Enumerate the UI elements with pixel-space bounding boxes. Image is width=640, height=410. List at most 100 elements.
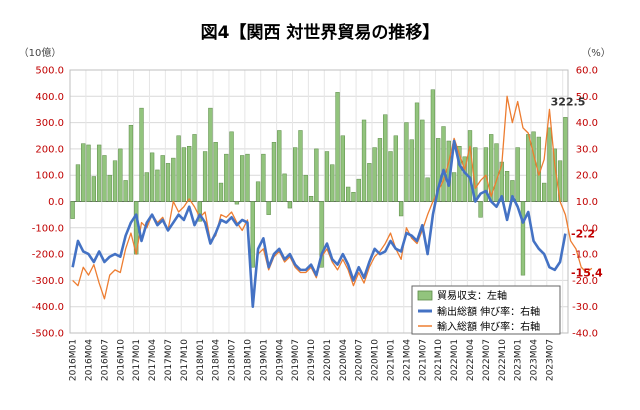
bar <box>383 114 388 202</box>
bar <box>526 134 531 202</box>
bar <box>149 152 155 202</box>
bar <box>457 146 462 202</box>
data-label-import-growth: -15.4 <box>571 266 603 279</box>
bar <box>144 172 149 202</box>
x-tick-label: 2019M10 <box>307 339 317 381</box>
bar <box>324 151 330 202</box>
right-tick-label: 60.0 <box>576 66 598 77</box>
x-tick-label: 2022M07 <box>482 339 492 381</box>
bar <box>547 127 552 202</box>
right-tick-label: 30.0 <box>576 144 598 155</box>
bar <box>563 117 568 202</box>
x-tick-label: 2020M04 <box>339 339 349 381</box>
left-tick-label: 300.0 <box>35 118 64 129</box>
legend: 貿易収支：左軸 輸出総額 伸び率：右軸 輸入総額 伸び率：右軸 <box>411 285 561 335</box>
bar <box>118 148 123 202</box>
left-tick-label: -300.0 <box>32 276 64 287</box>
x-tick-label: 2019M01 <box>259 339 269 381</box>
bar <box>250 201 255 268</box>
growth-lines <box>71 95 593 308</box>
bar <box>504 171 510 202</box>
legend-box <box>411 285 561 335</box>
right-axis-ticks: 60.0 50.0 40.0 30.0 20.0 10.0 0.0 -10.0 -20.0 -30… <box>572 66 598 340</box>
bar <box>187 146 192 202</box>
right-tick-label: 10.0 <box>576 197 598 208</box>
bar <box>520 201 526 276</box>
legend-swatch-bar <box>417 290 433 301</box>
bar <box>356 178 361 202</box>
left-tick-label: -500.0 <box>32 329 64 340</box>
bar <box>112 160 118 202</box>
left-axis-unit: （10億） <box>19 46 62 59</box>
bar <box>123 180 128 202</box>
bar <box>467 130 473 202</box>
import-growth-line <box>72 95 593 305</box>
bar <box>245 153 250 202</box>
x-tick-label: 2020M07 <box>355 339 365 381</box>
right-axis-unit: （%） <box>581 47 611 59</box>
left-tick-label: -100.0 <box>32 223 64 234</box>
right-tick-label: 0.0 <box>582 223 598 234</box>
x-tick-label: 2017M01 <box>132 339 142 381</box>
bar <box>414 102 420 202</box>
x-tick-label: 2016M10 <box>116 339 126 381</box>
bar <box>303 174 308 202</box>
plot-frame <box>69 69 569 334</box>
bar <box>361 119 367 202</box>
bar <box>531 131 536 202</box>
bar <box>155 169 160 202</box>
bar <box>271 142 277 202</box>
x-tick-label: 2022M10 <box>498 339 508 381</box>
x-tick-label: 2021M07 <box>418 339 428 381</box>
bar <box>367 163 372 202</box>
left-tick-label: 200.0 <box>35 144 64 155</box>
bar <box>287 201 293 209</box>
bar <box>224 153 229 202</box>
legend-label-export: 輸出総額 伸び率：右軸 <box>437 305 540 318</box>
bar <box>70 201 75 219</box>
right-tick-label: -10.0 <box>572 250 598 261</box>
bar <box>81 143 86 202</box>
x-tick-label: 2022M01 <box>450 339 460 381</box>
bar <box>139 107 144 202</box>
bar <box>494 143 499 202</box>
bar <box>75 164 81 202</box>
bar <box>351 192 356 202</box>
x-axis-ticks: 2016M01 2016M04 2016M07 2016M10 2017M01 2017M… <box>69 339 556 381</box>
bar <box>192 134 197 202</box>
bar <box>441 126 446 202</box>
bar <box>398 201 404 217</box>
bar <box>340 135 345 202</box>
bar <box>282 173 287 202</box>
left-tick-label: 100.0 <box>35 171 64 182</box>
bar <box>128 124 134 202</box>
bar <box>255 181 261 202</box>
bar <box>234 201 240 205</box>
bar <box>430 89 436 202</box>
left-tick-label: 500.0 <box>35 66 64 77</box>
bar <box>261 153 266 202</box>
right-tick-label: 20.0 <box>576 171 598 182</box>
bar <box>404 122 409 202</box>
bar <box>202 151 208 202</box>
bar <box>218 182 224 202</box>
x-tick-label: 2022M04 <box>466 339 476 381</box>
right-tick-label: 50.0 <box>576 92 598 103</box>
bar <box>266 201 271 215</box>
legend-label-bar: 貿易収支：左軸 <box>437 289 507 302</box>
bar <box>319 201 324 268</box>
right-tick-label: 40.0 <box>576 118 598 129</box>
bar <box>388 151 393 202</box>
bar <box>91 176 96 202</box>
bar <box>160 155 165 202</box>
bar <box>308 195 314 202</box>
bar <box>420 119 425 202</box>
bar <box>86 144 91 202</box>
x-tick-label: 2021M01 <box>387 339 397 381</box>
bar <box>208 107 213 202</box>
left-tick-label: 400.0 <box>35 92 64 103</box>
bar <box>330 164 335 202</box>
x-tick-label: 2020M10 <box>371 339 381 381</box>
bar <box>436 138 441 202</box>
